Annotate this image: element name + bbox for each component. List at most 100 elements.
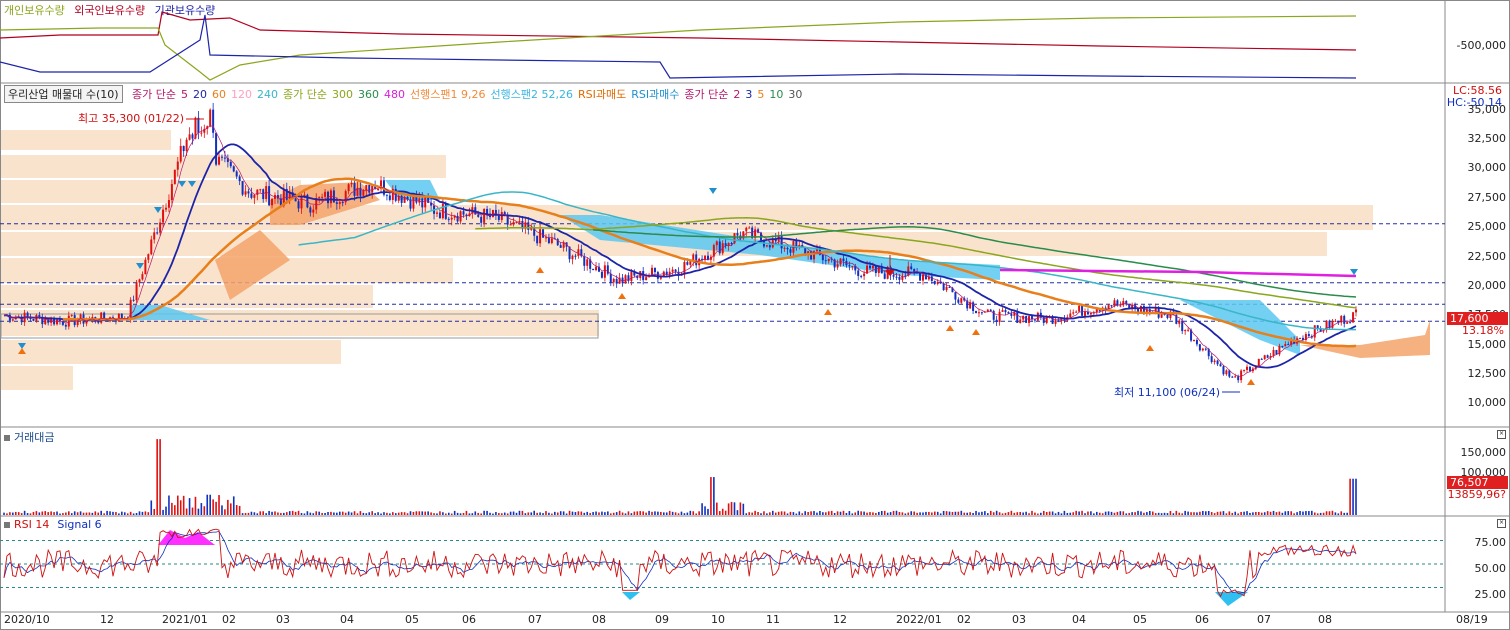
volume-bar [801,513,804,515]
candle-body [821,254,824,261]
volume-bar [238,505,241,515]
legend-item-16[interactable]: 3 [745,88,753,101]
volume-bar [3,512,5,515]
volume-bar [689,510,692,515]
candle-body [435,212,438,214]
volume-bar [230,503,232,515]
volume-bar [816,512,818,515]
volume-bar [904,513,907,515]
candle-body [801,244,804,248]
close-volume-panel-icon[interactable]: × [1497,430,1506,439]
volume-bar [103,513,105,515]
candle-body [1178,320,1181,324]
candle-body [1148,309,1151,313]
volume-bar [745,513,748,515]
candle-body [789,249,792,253]
volume-bar [324,512,326,515]
legend-item-6[interactable]: 종가 단순 [283,88,328,101]
volume-bar [1175,510,1178,515]
legend-item-17[interactable]: 5 [757,88,765,101]
volume-bar [35,511,38,515]
candle-body [933,281,936,284]
rsi-line [3,528,1357,598]
legend-item-12[interactable]: RSI과매도 [577,88,627,101]
candle-body [524,222,527,229]
legend-item-10[interactable]: 선행스팬1 9,26 [410,88,486,101]
candle-body [141,274,144,280]
candle-body [1349,322,1352,324]
legend-item-18[interactable]: 10 [769,88,784,101]
candle-body [556,239,559,246]
legend-institution[interactable]: 기관보유수량 [154,4,216,17]
individual-holdings-line [0,15,1357,81]
volume-bar [1178,512,1181,515]
volume-bar [1149,510,1151,515]
volume-bar [14,511,17,515]
volume-bar [683,513,686,515]
candle-body [241,181,244,195]
candle-body [1060,317,1063,322]
candle-body [724,243,727,246]
volume-bar [1072,512,1075,515]
legend-item-8[interactable]: 360 [358,88,380,101]
volume-bar [459,513,462,515]
candle-body [194,117,197,139]
legend-item-1[interactable]: 5 [181,88,189,101]
volume-profile-legend[interactable]: 우리산업 매물대 수(10) [4,85,123,103]
volume-bar [716,502,718,515]
legend-item-5[interactable]: 240 [257,88,279,101]
legend-item-9[interactable]: 480 [384,88,406,101]
legend-individual[interactable]: 개인보유수량 [4,4,65,17]
volume-bar [1040,512,1042,515]
volume-bar [23,510,26,515]
candle-body [294,198,297,202]
candle-body [335,202,338,204]
candle-body [854,266,857,271]
legend-item-0[interactable]: 종가 단순 [132,88,177,101]
candle-body [762,240,765,247]
volume-bar [827,511,830,515]
candle-body [1030,316,1033,320]
volume-bar [253,512,256,515]
candle-body [64,324,67,327]
legend-item-7[interactable]: 300 [332,88,354,101]
candle-body [61,320,64,325]
candle-body [138,279,141,283]
candle-body [465,214,468,217]
candle-body [88,318,91,321]
volume-bar [1172,513,1175,515]
legend-item-3[interactable]: 60 [212,88,227,101]
candle-body [1166,314,1169,318]
candle-body [969,302,972,309]
volume-bar [65,512,67,515]
volume-bar [966,512,968,515]
candle-body [895,276,898,278]
volume-bar [527,512,530,515]
legend-item-11[interactable]: 선행스팬2 52,26 [490,88,573,101]
volume-bar [1196,512,1198,515]
candle-body [132,299,135,301]
candle-body [698,258,701,266]
close-rsi-panel-icon[interactable]: × [1497,519,1506,528]
candle-body [1234,376,1237,378]
candle-body [721,243,724,254]
volume-bar [548,512,550,515]
legend-item-13[interactable]: RSI과매수 [631,88,680,101]
volume-bar [247,512,250,515]
volume-bar [1349,478,1351,515]
volume-bar [291,510,294,515]
volume-bar [1334,512,1337,515]
candle-body [444,203,447,219]
legend-foreign[interactable]: 외국인보유수량 [74,4,146,17]
volume-bar [179,500,182,515]
legend-item-15[interactable]: 2 [733,88,741,101]
legend-item-14[interactable]: 종가 단순 [684,88,729,101]
volume-bar [1231,512,1234,515]
legend-item-4[interactable]: 120 [231,88,253,101]
candle-body [972,302,975,312]
volume-bar [126,513,129,515]
candle-body [1116,300,1119,306]
legend-item-2[interactable]: 20 [193,88,208,101]
volume-bar [500,513,503,515]
legend-item-19[interactable]: 30 [788,88,803,101]
